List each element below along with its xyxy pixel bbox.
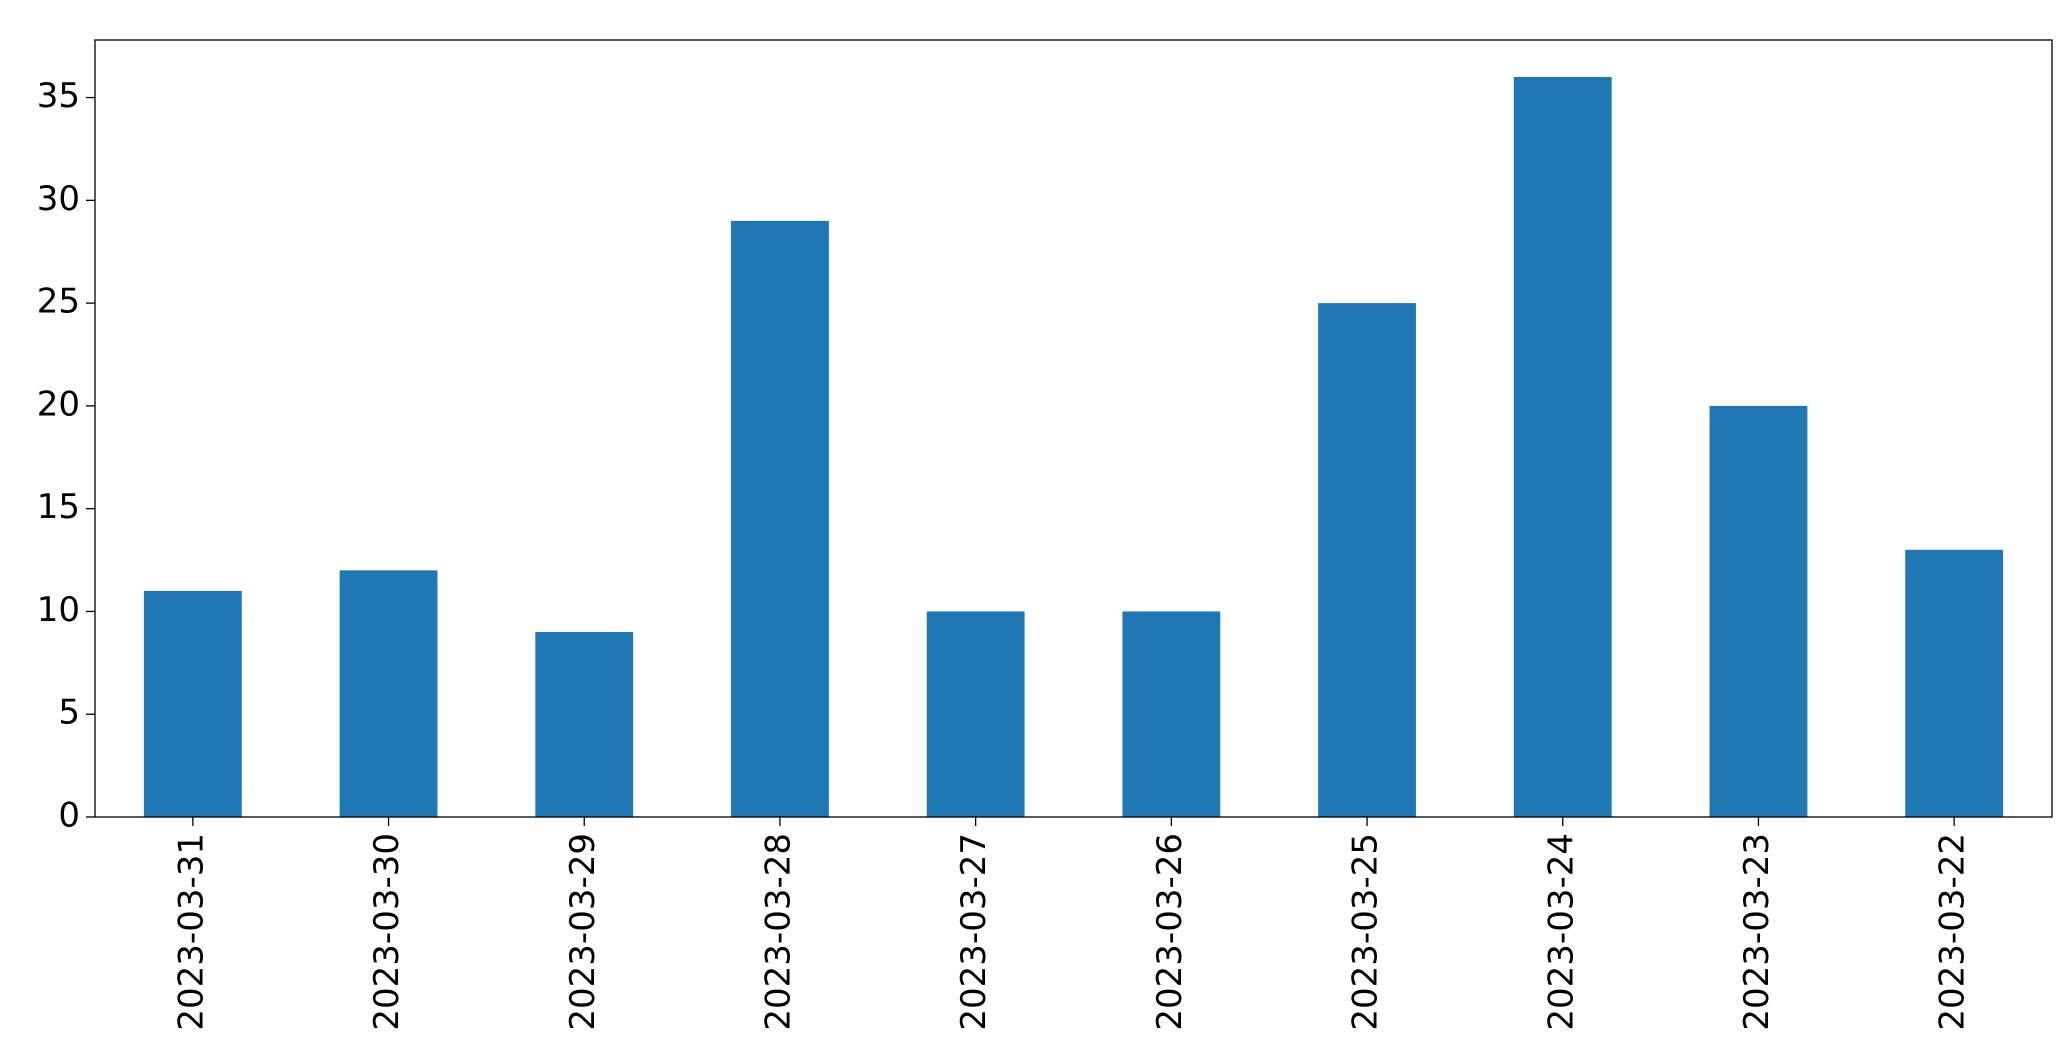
x-tick-label: 2023-03-31 xyxy=(171,833,211,1031)
x-tick-label: 2023-03-26 xyxy=(1150,833,1190,1031)
y-tick-label: 25 xyxy=(37,282,80,322)
x-tick-label: 2023-03-25 xyxy=(1346,833,1386,1031)
bar xyxy=(1122,611,1221,817)
y-tick-label: 30 xyxy=(37,179,80,219)
y-tick-label: 5 xyxy=(58,693,80,733)
x-tick-label: 2023-03-23 xyxy=(1737,833,1777,1031)
x-tick-label: 2023-03-22 xyxy=(1933,833,1973,1031)
y-tick-label: 0 xyxy=(58,796,80,836)
bar xyxy=(143,590,242,817)
x-tick-label: 2023-03-29 xyxy=(563,833,603,1031)
bar xyxy=(926,611,1025,817)
plot-frame xyxy=(94,39,2053,818)
x-tick-label: 2023-03-27 xyxy=(954,833,994,1031)
bar xyxy=(1513,77,1612,817)
x-tick-label: 2023-03-28 xyxy=(758,833,798,1031)
y-tick-label: 10 xyxy=(37,590,80,630)
bar xyxy=(1905,549,2004,817)
bar xyxy=(535,632,634,817)
y-tick-label: 15 xyxy=(37,487,80,527)
y-tick-label: 35 xyxy=(37,76,80,116)
bar xyxy=(339,570,438,817)
x-tick-label: 2023-03-30 xyxy=(367,833,407,1031)
x-tick-label: 2023-03-24 xyxy=(1541,833,1581,1031)
y-tick-label: 20 xyxy=(37,384,80,424)
bar xyxy=(731,220,829,817)
bar xyxy=(1318,303,1416,818)
bar xyxy=(1709,405,1808,817)
